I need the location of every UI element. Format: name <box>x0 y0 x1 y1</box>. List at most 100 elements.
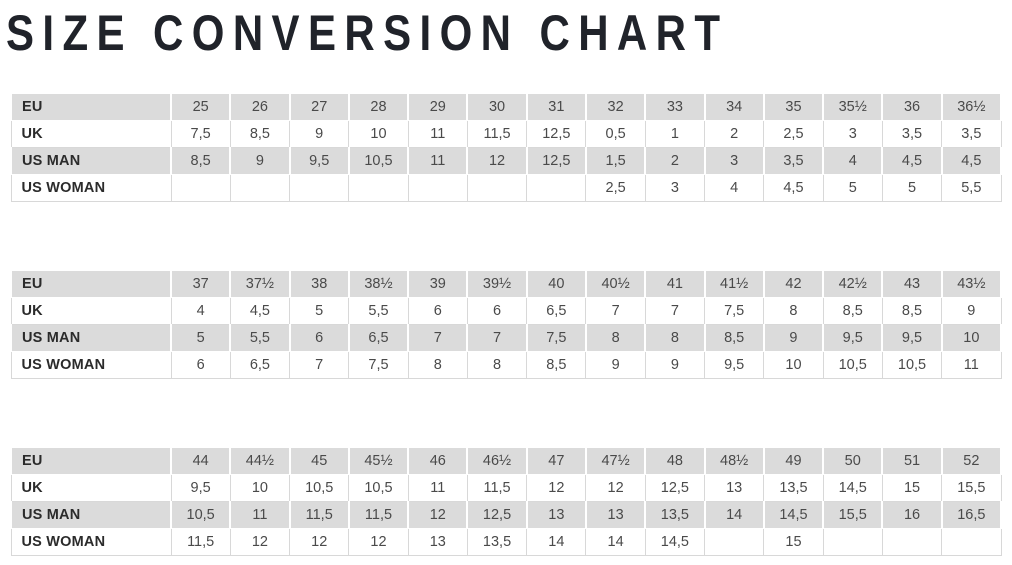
size-cell: 25 <box>169 93 232 121</box>
size-cell: 15 <box>881 474 943 502</box>
size-cell <box>941 528 1002 556</box>
size-cell: 7 <box>644 297 706 325</box>
size-cell: 4 <box>704 174 765 202</box>
size-cell: 10 <box>763 351 824 379</box>
size-cell: 5,5 <box>941 174 1002 202</box>
size-cell: 14,5 <box>644 528 706 556</box>
table-row: UK 9,5 10 10,5 10,5 11 11,5 12 12 12,5 13 13,5 14,5 1… <box>10 474 1002 502</box>
size-cell: 38½ <box>347 270 410 298</box>
size-cell <box>170 174 231 202</box>
size-table-eu-37-43: EU 37 37½ 38 38½ 39 39½ 40 40½ 41 41½ 42 42½ 43 43½ UK 4… <box>10 270 1003 379</box>
size-cell <box>704 528 765 556</box>
size-cell: 41 <box>644 270 706 298</box>
size-cell: 9,5 <box>881 324 943 352</box>
size-cell: 5 <box>169 324 232 352</box>
size-cell: 11 <box>407 147 469 175</box>
size-cell: 26 <box>229 93 291 121</box>
size-cell: 11 <box>229 501 291 529</box>
size-cell: 33 <box>644 93 706 121</box>
row-label: US MAN <box>10 501 172 529</box>
size-cell: 4 <box>822 147 884 175</box>
size-cell: 13,5 <box>644 501 706 529</box>
size-cell: 14 <box>526 528 587 556</box>
size-cell: 12 <box>585 474 646 502</box>
size-cell: 43 <box>881 270 943 298</box>
size-cell: 49 <box>762 447 825 475</box>
size-cell: 38 <box>288 270 350 298</box>
size-cell: 10,5 <box>822 351 883 379</box>
size-cell: 5 <box>289 297 350 325</box>
size-cell: 48½ <box>703 447 765 475</box>
size-cell: 14,5 <box>822 474 883 502</box>
size-cell: 7,5 <box>525 324 587 352</box>
size-cell: 16 <box>881 501 943 529</box>
size-cell: 11,5 <box>466 120 528 148</box>
size-cell: 8,5 <box>526 351 587 379</box>
size-table-eu-44-52: EU 44 44½ 45 45½ 46 46½ 47 47½ 48 48½ 49 50 51 52 UK 9,5… <box>10 447 1003 556</box>
size-cell: 12 <box>526 474 587 502</box>
size-cell: 27 <box>288 93 350 121</box>
size-cell: 9 <box>762 324 825 352</box>
page-title: SIZE CONVERSION CHART <box>6 5 729 61</box>
size-cell: 4,5 <box>940 147 1003 175</box>
size-cell: 40 <box>525 270 587 298</box>
size-cell: 3,5 <box>941 120 1002 148</box>
size-cell: 1 <box>644 120 706 148</box>
size-cell: 7 <box>407 324 469 352</box>
size-cell: 13,5 <box>466 528 528 556</box>
size-cell <box>526 174 587 202</box>
row-label: EU <box>10 270 172 298</box>
size-cell: 10 <box>940 324 1003 352</box>
size-cell: 52 <box>940 447 1003 475</box>
size-cell: 9,5 <box>704 351 765 379</box>
size-cell: 9 <box>289 120 350 148</box>
size-cell: 3 <box>644 174 706 202</box>
size-cell: 3 <box>822 120 883 148</box>
row-label: EU <box>10 447 172 475</box>
size-cell: 12 <box>407 501 469 529</box>
size-cell: 42 <box>762 270 825 298</box>
size-cell: 7,5 <box>348 351 409 379</box>
row-label: UK <box>10 120 172 148</box>
row-label: UK <box>10 474 172 502</box>
table-row: EU 37 37½ 38 38½ 39 39½ 40 40½ 41 41½ 42 42½ 43 43½ <box>10 270 1003 298</box>
size-cell: 10,5 <box>348 474 409 502</box>
size-cell: 34 <box>703 93 765 121</box>
table-row: EU 25 26 27 28 29 30 31 32 33 34 35 35½ 36 36½ <box>10 93 1003 121</box>
size-cell <box>348 174 409 202</box>
size-cell: 8,5 <box>229 120 291 148</box>
size-cell: 12,5 <box>644 474 706 502</box>
size-cell: 9 <box>941 297 1002 325</box>
size-cell: 7 <box>289 351 350 379</box>
size-cell: 40½ <box>584 270 647 298</box>
size-cell: 8 <box>466 351 528 379</box>
size-cell: 42½ <box>822 270 884 298</box>
size-cell <box>881 528 943 556</box>
row-label: US WOMAN <box>10 174 172 202</box>
row-label: US WOMAN <box>10 351 172 379</box>
size-cell: 44½ <box>229 447 291 475</box>
size-cell: 6 <box>407 297 468 325</box>
size-cell: 48 <box>644 447 706 475</box>
size-cell: 15,5 <box>822 501 884 529</box>
size-cell: 50 <box>822 447 884 475</box>
size-cell: 0,5 <box>585 120 646 148</box>
table-row: US MAN 8,5 9 9,5 10,5 11 12 12,5 1,5 2 3 3,5 4 4,5 4,5 <box>10 147 1003 175</box>
size-cell: 7 <box>585 297 646 325</box>
size-cell: 6,5 <box>229 351 291 379</box>
size-cell: 13 <box>407 528 468 556</box>
size-cell: 11 <box>407 474 468 502</box>
size-cell: 41½ <box>703 270 765 298</box>
size-cell: 11,5 <box>170 528 231 556</box>
size-cell: 28 <box>347 93 410 121</box>
size-cell: 11,5 <box>288 501 350 529</box>
size-cell <box>407 174 468 202</box>
table-row: UK 7,5 8,5 9 10 11 11,5 12,5 0,5 1 2 2,5 3 3,5 3,5 <box>10 120 1002 148</box>
size-cell: 12 <box>229 528 291 556</box>
size-cell: 2,5 <box>763 120 824 148</box>
size-cell: 4,5 <box>881 147 943 175</box>
size-cell: 37½ <box>229 270 291 298</box>
table-row: UK 4 4,5 5 5,5 6 6 6,5 7 7 7,5 8 8,5 8,5 9 <box>10 297 1002 325</box>
size-cell: 36 <box>881 93 943 121</box>
size-cell <box>289 174 350 202</box>
